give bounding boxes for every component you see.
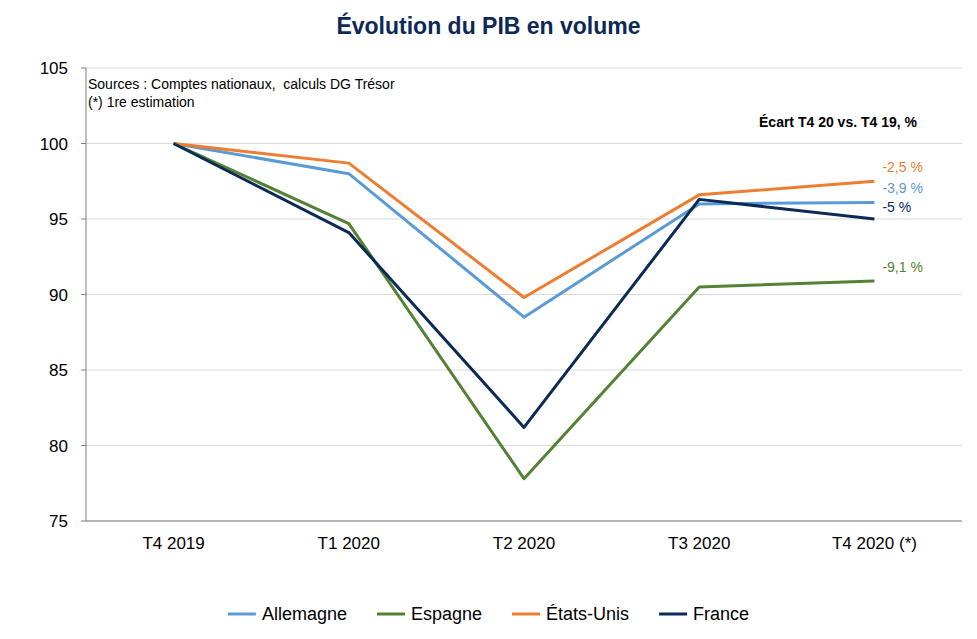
series-line xyxy=(174,144,875,298)
end-annotation: -9,1 % xyxy=(882,259,922,275)
legend-swatch xyxy=(659,613,687,616)
annotation-title: Écart T4 20 vs. T4 19, % xyxy=(759,114,918,130)
series-line xyxy=(174,144,875,428)
legend-label: Espagne xyxy=(411,604,482,624)
y-tick-label: 95 xyxy=(49,210,68,229)
grid-line xyxy=(86,143,962,144)
legend-swatch xyxy=(512,613,540,616)
y-tick xyxy=(81,143,86,144)
grid-line xyxy=(86,294,962,295)
y-tick-label: 100 xyxy=(40,135,68,154)
y-tick xyxy=(81,521,86,522)
x-tick-label: T1 2020 xyxy=(318,534,380,553)
series-line xyxy=(174,144,875,479)
x-tick-label: T3 2020 xyxy=(668,534,730,553)
source: Sources : Comptes nationaux, calculs DG … xyxy=(88,76,395,92)
x-tick-label: T4 2019 xyxy=(142,534,204,553)
y-tick-label: 75 xyxy=(49,512,68,531)
x-tick-label: T2 2020 xyxy=(493,534,555,553)
end-annotation: -5 % xyxy=(882,199,911,215)
y-tick-label: 90 xyxy=(49,286,68,305)
legend-label: États-Unis xyxy=(546,604,629,624)
end-annotation: -2,5 % xyxy=(882,159,922,175)
y-tick xyxy=(81,370,86,371)
x-axis xyxy=(86,521,962,522)
grid-line xyxy=(86,219,962,220)
note: (*) 1re estimation xyxy=(88,94,195,110)
legend-swatch xyxy=(228,613,256,616)
legend-label: France xyxy=(693,604,749,624)
chart: Évolution du PIB en volume 75 80 85 90 95 100 1… xyxy=(0,0,977,639)
grid-line xyxy=(86,370,962,371)
y-tick xyxy=(81,445,86,446)
end-annotation: -3,9 % xyxy=(882,180,922,196)
series-line xyxy=(174,144,875,318)
y-axis xyxy=(86,68,87,521)
y-tick xyxy=(81,219,86,220)
legend-label: Allemagne xyxy=(262,604,347,624)
y-tick-label: 85 xyxy=(49,361,68,380)
y-tick xyxy=(81,68,86,69)
series-lines xyxy=(174,144,875,479)
title: Évolution du PIB en volume xyxy=(336,12,640,39)
legend-swatch xyxy=(377,613,405,616)
grid-line xyxy=(86,68,962,69)
x-tick-label: T4 2020 (*) xyxy=(832,534,917,553)
y-tick-label: 105 xyxy=(40,59,68,78)
legend: Allemagne Espagne États-Unis France xyxy=(228,604,749,624)
grid-line xyxy=(86,445,962,446)
grid xyxy=(81,68,962,521)
y-tick-label: 80 xyxy=(49,437,68,456)
y-tick xyxy=(81,294,86,295)
grid-line xyxy=(86,521,962,522)
